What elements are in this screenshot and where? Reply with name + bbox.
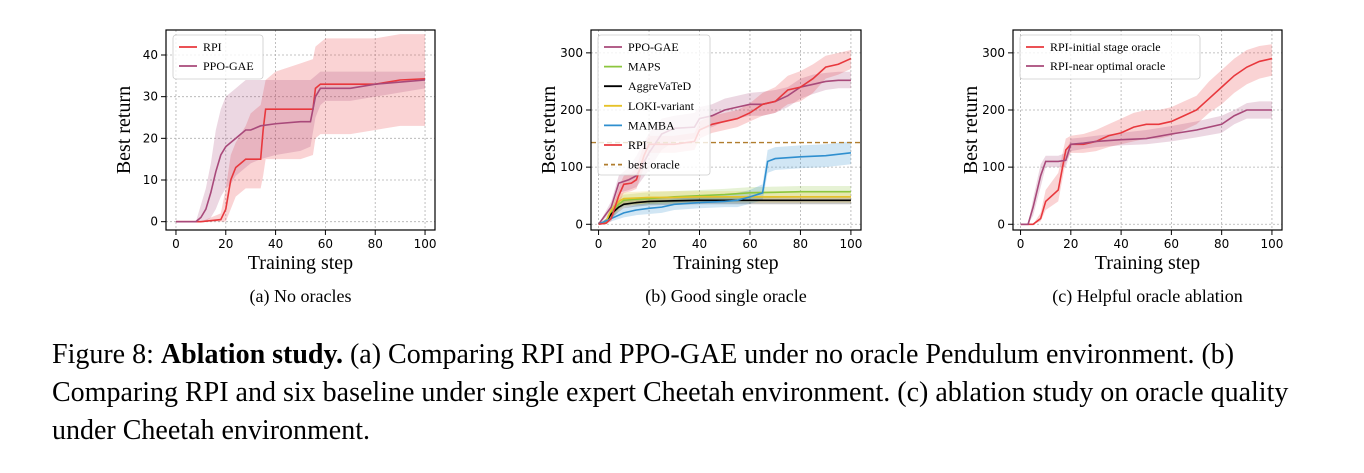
y-axis-label: Best return xyxy=(113,86,135,174)
chart-panel-3: 0 20 40 60 80 100 0 100 200 300 Training step Best … xyxy=(960,29,1283,307)
y-tick-label: 300 xyxy=(560,46,583,60)
x-axis-label: Training step xyxy=(248,252,353,274)
legend-label-ppo-gae: PPO-GAE xyxy=(628,40,679,54)
panel-subtitle: (b) Good single oracle xyxy=(645,286,806,307)
x-axis-label: Training step xyxy=(673,252,778,274)
axes-frame xyxy=(1012,29,1283,231)
x-tick-label: 0 xyxy=(1017,237,1025,251)
y-axis-label: Best return xyxy=(960,86,982,174)
band-rpi-near-optimal-oracle xyxy=(1020,101,1272,225)
y-tick-label: 100 xyxy=(982,160,1005,174)
x-tick-label: 80 xyxy=(793,237,808,251)
x-tick-label: 80 xyxy=(368,237,383,251)
y-tick-label: 10 xyxy=(143,173,158,187)
y-tick-label: 300 xyxy=(982,46,1005,60)
x-tick-label: 100 xyxy=(414,237,437,251)
series-line-mamba xyxy=(598,152,851,226)
band-loki-variant xyxy=(598,191,851,225)
legend-label-loki-variant: LOKI-variant xyxy=(628,99,695,113)
legend-label-mamba: MAMBA xyxy=(628,118,675,132)
x-tick-label: 20 xyxy=(218,237,233,251)
x-tick-label: 40 xyxy=(268,237,283,251)
caption-bold: Ablation study. xyxy=(160,339,343,370)
x-tick-label: 40 xyxy=(1113,237,1128,251)
y-tick-label: 0 xyxy=(997,217,1005,231)
x-tick-label: 100 xyxy=(1260,237,1283,251)
legend: PPO-GAE MAPS AggreVaTeD LOKI-variant MAMBA RP… xyxy=(597,34,711,176)
legend: RPI PPO-GAE xyxy=(172,34,264,80)
series-line-rpi-initial-stage-oracle xyxy=(1020,57,1273,226)
band-rpi xyxy=(175,34,426,222)
x-tick-label: 20 xyxy=(641,237,656,251)
panel-subtitle: (a) No oracles xyxy=(250,286,352,307)
x-axis-label: Training step xyxy=(1095,252,1200,274)
series-line-loki-variant xyxy=(598,196,851,226)
y-tick-label: 40 xyxy=(143,48,158,62)
y-tick-label: 0 xyxy=(150,215,158,229)
caption-text: (a) Comparing RPI and PPO-GAE under no o… xyxy=(52,339,1289,446)
legend-label-rpi-initial-stage-oracle: RPI-initial stage oracle xyxy=(1050,40,1161,54)
y-tick-label: 0 xyxy=(575,217,583,231)
legend-label-rpi-near-optimal-oracle: RPI-near optimal oracle xyxy=(1050,59,1165,73)
band-aggrevated xyxy=(598,196,851,225)
chart-panel-2: 0 20 40 60 80 100 0 100 200 300 Training step Best … xyxy=(538,29,862,307)
x-tick-label: 60 xyxy=(742,237,757,251)
x-tick-label: 0 xyxy=(172,237,180,251)
legend: RPI-initial stage oracle RPI-near optimal… xyxy=(1019,34,1201,80)
band-rpi-initial-stage-oracle xyxy=(1020,44,1272,225)
x-tick-label: 80 xyxy=(1214,237,1229,251)
legend-label-rpi: RPI xyxy=(628,138,647,152)
series-line-rpi xyxy=(175,77,426,223)
y-tick-label: 200 xyxy=(982,103,1005,117)
legend-box xyxy=(1019,34,1201,80)
figure-caption: Figure 8: Ablation study. (a) Comparing … xyxy=(52,336,1352,450)
x-tick-label: 40 xyxy=(692,237,707,251)
legend-label-rpi: RPI xyxy=(203,40,222,54)
series-line-ppo-gae xyxy=(175,79,426,223)
legend-label-ppo-gae: PPO-GAE xyxy=(203,59,254,73)
legend-box xyxy=(172,34,264,80)
y-tick-label: 20 xyxy=(143,131,158,145)
band-maps xyxy=(598,186,851,225)
y-axis-label: Best return xyxy=(538,86,560,174)
band-mamba xyxy=(598,141,851,225)
series-line-ppo-gae xyxy=(597,79,851,225)
x-tick-label: 100 xyxy=(839,237,862,251)
x-tick-label: 20 xyxy=(1063,237,1078,251)
x-tick-label: 60 xyxy=(318,237,333,251)
band-rpi xyxy=(598,50,851,225)
panel-subtitle: (c) Helpful oracle ablation xyxy=(1052,286,1242,307)
x-tick-label: 60 xyxy=(1164,237,1179,251)
axes-frame xyxy=(590,29,862,231)
y-tick-label: 100 xyxy=(560,160,583,174)
axes-frame xyxy=(165,29,436,231)
y-tick-label: 200 xyxy=(560,103,583,117)
legend-label-aggrevated: AggreVaTeD xyxy=(628,79,691,93)
band-ppo-gae xyxy=(175,71,426,222)
y-tick-label: 30 xyxy=(143,90,158,104)
legend-box xyxy=(597,34,711,176)
legend-label-maps: MAPS xyxy=(628,60,661,74)
legend-label-best-oracle: best oracle xyxy=(628,158,680,172)
caption-label: Figure 8: xyxy=(52,339,154,370)
series-line-rpi-near-optimal-oracle xyxy=(1020,109,1272,226)
x-tick-label: 0 xyxy=(595,237,603,251)
